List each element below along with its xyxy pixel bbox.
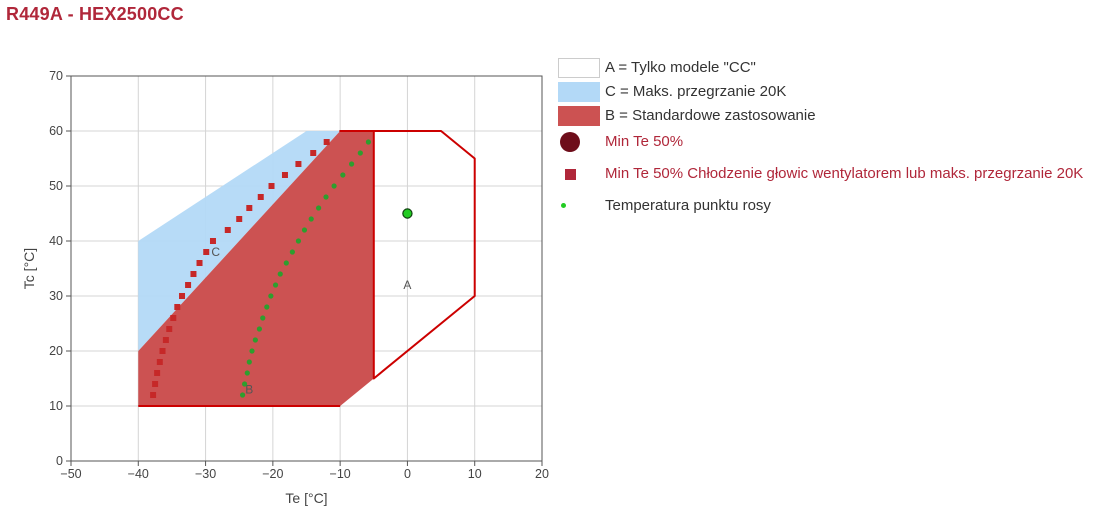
legend-swatch-b: [558, 106, 600, 126]
legend-label-b: B = Standardowe zastosowanie: [605, 107, 816, 124]
y-tick-label: 0: [56, 454, 63, 468]
data-point-dot[interactable]: [348, 161, 355, 167]
data-point-square[interactable]: [154, 370, 161, 376]
data-point-dot[interactable]: [283, 260, 289, 266]
data-point-dot[interactable]: [308, 216, 314, 222]
x-axis-label: Te [°C]: [285, 490, 327, 506]
data-point-square[interactable]: [190, 271, 197, 277]
x-tick-label: −20: [262, 467, 283, 481]
legend-label-min-te-cooling: Min Te 50% Chłodzenie głowic wentylatore…: [605, 165, 1084, 182]
region-a-outline[interactable]: [339, 130, 476, 380]
data-point-square[interactable]: [257, 194, 264, 200]
legend-marker-dot-icon: [558, 196, 600, 216]
data-point-circle[interactable]: [402, 208, 413, 219]
legend-marker-circle-icon: [558, 132, 600, 152]
data-point-dot[interactable]: [277, 271, 283, 277]
legend-label-dew-point: Temperatura punktu rosy: [605, 197, 771, 214]
data-point-square[interactable]: [156, 359, 163, 365]
data-point-square[interactable]: [281, 172, 288, 178]
data-point-dot[interactable]: [268, 293, 274, 299]
legend-item-region-c[interactable]: C = Maks. przegrzanie 20K: [558, 82, 1098, 106]
legend-marker-square-icon: [558, 164, 600, 184]
data-point-dot[interactable]: [301, 227, 308, 233]
plot-frame: [70, 75, 543, 462]
y-tick-label: 60: [49, 124, 63, 138]
data-point-square[interactable]: [209, 238, 216, 244]
y-tick-label: 10: [49, 399, 63, 413]
data-point-square[interactable]: [159, 348, 166, 354]
x-tick-label: 0: [404, 467, 411, 481]
data-point-dot[interactable]: [252, 337, 258, 343]
plot-area[interactable]: A C B −50 −40 −30 −20 −10 0 10 20 0 10 20 30 40 50 60 70 Te…: [0, 0, 555, 520]
data-point-square[interactable]: [203, 249, 210, 255]
data-point-dot[interactable]: [331, 183, 337, 189]
data-point-dot[interactable]: [260, 315, 266, 321]
legend-swatch-a: [558, 58, 600, 78]
data-point-square[interactable]: [166, 326, 173, 332]
legend-label-min-te: Min Te 50%: [605, 133, 684, 150]
data-point-square[interactable]: [295, 161, 302, 167]
data-point-dot[interactable]: [264, 304, 270, 310]
legend-item-region-a[interactable]: A = Tylko modele "CC": [558, 58, 1098, 82]
region-label-c: C: [211, 245, 220, 259]
legend-item-min-te-cooling[interactable]: Min Te 50% Chłodzenie głowic wentylatore…: [558, 164, 1098, 188]
data-point-dot[interactable]: [340, 172, 346, 178]
data-point-dot[interactable]: [365, 139, 372, 145]
x-tick-label: −10: [330, 467, 351, 481]
legend-label-a: A = Tylko modele "CC": [605, 59, 756, 76]
legend-item-dew-point[interactable]: Temperatura punktu rosy: [558, 196, 1098, 220]
data-point-square[interactable]: [268, 183, 275, 189]
data-point-dot[interactable]: [249, 348, 255, 354]
legend-item-min-te[interactable]: Min Te 50%: [558, 132, 1098, 156]
data-point-dot[interactable]: [256, 326, 262, 332]
x-tick-label: 20: [535, 467, 549, 481]
data-point-dot[interactable]: [295, 238, 302, 244]
data-point-square[interactable]: [310, 150, 317, 156]
data-point-dot[interactable]: [244, 370, 250, 376]
x-tick-label: −40: [128, 467, 149, 481]
data-point-dot[interactable]: [241, 381, 248, 387]
y-axis-label: Tc [°C]: [21, 248, 37, 289]
y-tick-label: 30: [49, 289, 63, 303]
data-point-square[interactable]: [224, 227, 231, 233]
legend-swatch-c: [558, 82, 600, 102]
data-point-square[interactable]: [196, 260, 203, 266]
data-point-dot[interactable]: [272, 282, 279, 288]
chart-title: R449A - HEX2500CC: [6, 4, 184, 24]
x-tick-label: 10: [468, 467, 482, 481]
y-tick-label: 50: [49, 179, 63, 193]
y-tick-label: 40: [49, 234, 63, 248]
legend-item-region-b[interactable]: B = Standardowe zastosowanie: [558, 106, 1098, 130]
data-point-square[interactable]: [179, 293, 186, 299]
data-point-dot[interactable]: [239, 392, 246, 398]
x-tick-label: −50: [60, 467, 81, 481]
data-point-dot[interactable]: [323, 194, 329, 200]
legend: A = Tylko modele "CC" C = Maks. przegrza…: [558, 58, 1098, 220]
data-point-dot[interactable]: [246, 359, 252, 365]
data-point-square[interactable]: [162, 337, 169, 343]
data-point-dot[interactable]: [289, 249, 295, 255]
data-point-square[interactable]: [236, 216, 243, 222]
y-tick-label: 20: [49, 344, 63, 358]
data-point-dot[interactable]: [357, 150, 363, 156]
y-tick-label: 70: [49, 69, 63, 83]
x-tick-label: −30: [195, 467, 216, 481]
legend-label-c: C = Maks. przegrzanie 20K: [605, 83, 787, 100]
data-point-square[interactable]: [150, 392, 157, 398]
region-label-b: B: [245, 383, 253, 397]
data-point-square[interactable]: [323, 139, 330, 145]
data-point-square[interactable]: [174, 304, 181, 310]
data-point-square[interactable]: [152, 381, 159, 387]
data-point-square[interactable]: [185, 282, 192, 288]
region-b-area[interactable]: [138, 131, 374, 406]
data-point-square[interactable]: [246, 205, 253, 211]
data-point-dot[interactable]: [316, 205, 322, 211]
data-point-square[interactable]: [170, 315, 177, 321]
region-label-a: A: [403, 278, 411, 292]
